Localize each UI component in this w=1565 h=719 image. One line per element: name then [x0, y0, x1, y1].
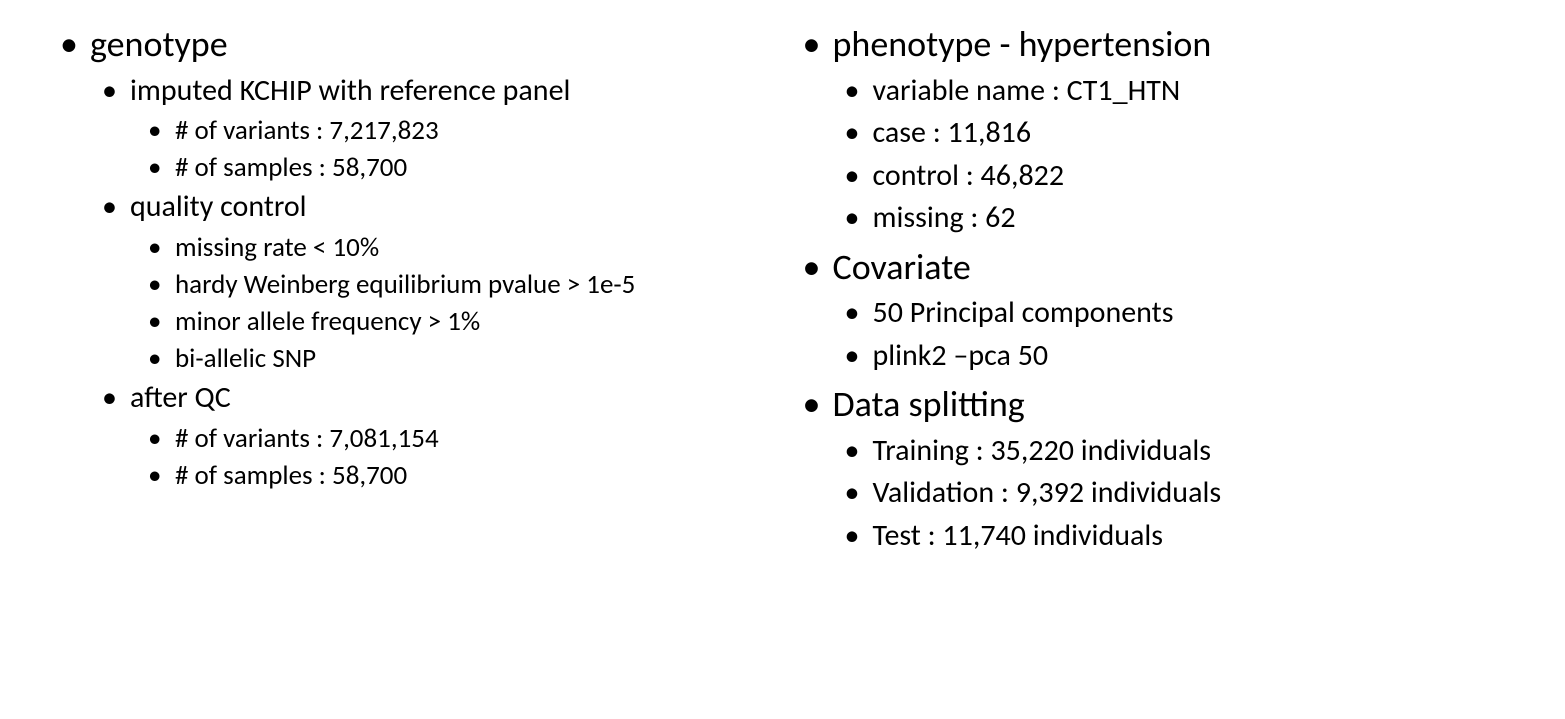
- validation-label: Validation : 9,392 individuals: [873, 474, 1222, 511]
- genotype-sublist: imputed KCHIP with reference panel # of …: [90, 71, 773, 493]
- after-qc-item: after QC # of variants : 7,081,154 # of …: [90, 378, 773, 493]
- after-qc-samples-label: # of samples : 58,700: [175, 459, 407, 492]
- quality-control-item: quality control missing rate < 10% hardy…: [90, 187, 773, 376]
- after-qc-details: # of variants : 7,081,154 # of samples :…: [130, 421, 773, 493]
- hwe-item: hardy Weinberg equilibrium pvalue > 1e-5: [130, 267, 670, 302]
- test-label: Test : 11,740 individuals: [873, 517, 1163, 554]
- covariate-item: Covariate 50 Principal components plink2…: [793, 243, 1516, 377]
- after-qc-variants-label: # of variants : 7,081,154: [175, 422, 439, 455]
- imputed-kchip-item: imputed KCHIP with reference panel # of …: [90, 71, 773, 186]
- training-item: Training : 35,220 individuals: [833, 431, 1516, 472]
- left-list-level1: genotype imputed KCHIP with reference pa…: [50, 20, 773, 493]
- right-column: phenotype - hypertension variable name :…: [783, 20, 1526, 699]
- biallelic-item: bi-allelic SNP: [130, 341, 670, 376]
- quality-control-details: missing rate < 10% hardy Weinberg equili…: [130, 230, 773, 376]
- missing-rate-label: missing rate < 10%: [175, 231, 379, 264]
- after-qc-samples-item: # of samples : 58,700: [130, 458, 670, 493]
- genotype-label: genotype: [90, 22, 228, 66]
- after-qc-variants-item: # of variants : 7,081,154: [130, 421, 670, 456]
- covariate-sublist: 50 Principal components plink2 –pca 50: [833, 293, 1516, 376]
- validation-item: Validation : 9,392 individuals: [833, 473, 1516, 514]
- pc-label: 50 Principal components: [873, 294, 1174, 331]
- phenotype-item: phenotype - hypertension variable name :…: [793, 20, 1516, 239]
- imputed-kchip-label: imputed KCHIP with reference panel: [130, 72, 570, 109]
- covariate-label: Covariate: [833, 245, 971, 289]
- missing-rate-item: missing rate < 10%: [130, 230, 670, 265]
- maf-item: minor allele frequency > 1%: [130, 304, 670, 339]
- case-label: case : 11,816: [873, 114, 1032, 151]
- hwe-label: hardy Weinberg equilibrium pvalue > 1e-5: [175, 268, 635, 301]
- right-list-level1: phenotype - hypertension variable name :…: [793, 20, 1516, 556]
- variable-name-item: variable name : CT1_HTN: [833, 71, 1516, 112]
- control-item: control : 46,822: [833, 156, 1516, 197]
- biallelic-label: bi-allelic SNP: [175, 342, 316, 375]
- samples-count-item: # of samples : 58,700: [130, 150, 670, 185]
- data-splitting-label: Data splitting: [833, 382, 1025, 426]
- plink-item: plink2 –pca 50: [833, 336, 1516, 377]
- test-item: Test : 11,740 individuals: [833, 516, 1516, 557]
- training-label: Training : 35,220 individuals: [873, 432, 1212, 469]
- maf-label: minor allele frequency > 1%: [175, 305, 480, 338]
- phenotype-sublist: variable name : CT1_HTN case : 11,816 co…: [833, 71, 1516, 239]
- variable-name-label: variable name : CT1_HTN: [873, 72, 1181, 109]
- samples-count-label: # of samples : 58,700: [175, 151, 407, 184]
- missing-item: missing : 62: [833, 198, 1516, 239]
- quality-control-label: quality control: [130, 188, 307, 225]
- missing-label: missing : 62: [873, 199, 1016, 236]
- after-qc-label: after QC: [130, 379, 231, 416]
- imputed-kchip-details: # of variants : 7,217,823 # of samples :…: [130, 113, 773, 185]
- genotype-item: genotype imputed KCHIP with reference pa…: [50, 20, 773, 493]
- control-label: control : 46,822: [873, 157, 1065, 194]
- data-splitting-item: Data splitting Training : 35,220 individ…: [793, 380, 1516, 556]
- phenotype-label: phenotype - hypertension: [833, 22, 1212, 66]
- data-splitting-sublist: Training : 35,220 individuals Validation…: [833, 431, 1516, 557]
- case-item: case : 11,816: [833, 113, 1516, 154]
- plink-label: plink2 –pca 50: [873, 337, 1049, 374]
- variants-count-label: # of variants : 7,217,823: [175, 114, 439, 147]
- pc-item: 50 Principal components: [833, 293, 1516, 334]
- left-column: genotype imputed KCHIP with reference pa…: [40, 20, 783, 699]
- variants-count-item: # of variants : 7,217,823: [130, 113, 670, 148]
